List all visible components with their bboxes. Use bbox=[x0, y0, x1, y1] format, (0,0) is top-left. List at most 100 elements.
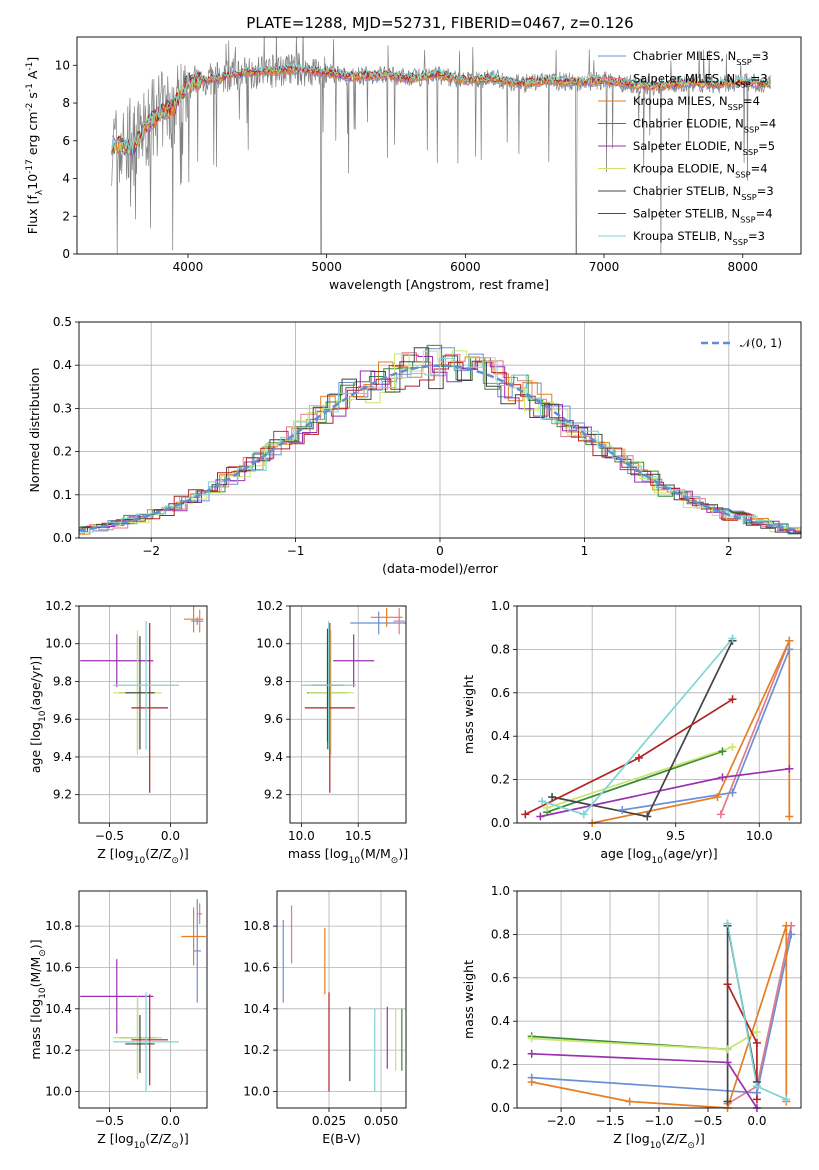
y-tick-label: 10.6 bbox=[243, 960, 270, 974]
panel-weight_vs_Z: −2.0 −1.5 −1.0 −0.5 0.0 0.0 0.2 0.4 0.6 0.8 1.0 Z [… bbox=[461, 884, 802, 1151]
x-axis-label: (data-model)/error bbox=[382, 561, 499, 576]
y-tick-label: 10.2 bbox=[45, 1043, 72, 1057]
weight-marker bbox=[716, 810, 725, 819]
weight-marker bbox=[782, 921, 791, 930]
legend-label-1: Salpeter MILES, NSSP=3 bbox=[633, 72, 768, 90]
weight-marker bbox=[548, 792, 557, 801]
y-tick-label: 0.4 bbox=[491, 1014, 510, 1028]
y-axis-label: mass weight bbox=[461, 960, 476, 1039]
x-tick-label: 0.0 bbox=[747, 1114, 766, 1128]
y-tick-label: 0.3 bbox=[53, 401, 72, 415]
x-tick-label: −0.5 bbox=[95, 829, 124, 843]
weight-line-4 bbox=[540, 767, 790, 818]
weight-marker bbox=[718, 747, 727, 756]
weight-marker bbox=[723, 1097, 732, 1106]
weight-marker bbox=[728, 634, 737, 643]
y-tick-label: 9.6 bbox=[264, 712, 283, 726]
weight-marker bbox=[785, 645, 794, 654]
weight-marker bbox=[723, 1045, 732, 1054]
x-tick-label: −1 bbox=[287, 544, 305, 558]
legend-label-6: Chabrier STELIB, NSSP=3 bbox=[633, 184, 774, 202]
weight-marker bbox=[785, 636, 794, 645]
weight-marker bbox=[643, 812, 652, 821]
y-tick-label: 1.0 bbox=[491, 884, 510, 898]
y-tick-label: 10.0 bbox=[45, 1084, 72, 1098]
plot-area bbox=[531, 923, 793, 1108]
y-tick-label: 0.0 bbox=[53, 531, 72, 545]
weight-marker bbox=[527, 1049, 536, 1058]
y-tick-label: 9.2 bbox=[53, 788, 72, 802]
weight-marker bbox=[785, 764, 794, 773]
y-tick-label: 9.8 bbox=[53, 674, 72, 688]
plot-area bbox=[80, 606, 204, 793]
y-tick-label: 10.8 bbox=[243, 919, 270, 933]
panel-age_vs_mass: 10.0 10.5 9.2 9.4 9.6 9.8 10.0 10.2 mass [log10(… bbox=[256, 599, 408, 866]
plot-area bbox=[301, 607, 406, 793]
y-tick-label: 4 bbox=[62, 172, 70, 186]
weight-marker bbox=[728, 743, 737, 752]
panel-weight_vs_age: 9.0 9.5 10.0 0.0 0.2 0.4 0.6 0.8 1.0 age [log10(a… bbox=[461, 599, 802, 866]
y-tick-label: 10 bbox=[55, 58, 70, 72]
legend-label-4: Salpeter ELODIE, NSSP=5 bbox=[633, 139, 775, 157]
weight-marker bbox=[787, 930, 796, 939]
y-tick-label: 10.4 bbox=[243, 1002, 270, 1016]
panel-spectrum: 4000 5000 6000 7000 8000 0 2 4 6 8 10 wavelength [A… bbox=[25, 36, 802, 292]
weight-marker bbox=[634, 753, 643, 762]
legend-label-8: Kroupa STELIB, NSSP=3 bbox=[633, 229, 765, 247]
y-tick-label: 9.4 bbox=[53, 750, 72, 764]
legend-label-0: Chabrier MILES, NSSP=3 bbox=[633, 49, 769, 67]
y-tick-label: 0.6 bbox=[491, 971, 510, 985]
x-tick-label: 0 bbox=[436, 544, 444, 558]
x-tick-label: 0.025 bbox=[312, 1114, 346, 1128]
x-tick-label: −2.0 bbox=[546, 1114, 575, 1128]
x-axis-label: Z [log10(Z/Z⊙)] bbox=[97, 846, 188, 866]
legend-label-gaussian: 𝒩(0, 1) bbox=[740, 336, 782, 350]
y-tick-label: 9.6 bbox=[53, 712, 72, 726]
weight-marker bbox=[728, 695, 737, 704]
histogram-5 bbox=[79, 350, 801, 533]
weight-line-6 bbox=[551, 640, 734, 818]
plot-area bbox=[80, 899, 206, 1092]
x-tick-label: 9.5 bbox=[666, 829, 685, 843]
x-tick-label: 6000 bbox=[450, 260, 481, 274]
histogram-8 bbox=[79, 357, 801, 533]
x-axis-label: E(B-V) bbox=[322, 1131, 361, 1146]
weight-marker bbox=[521, 810, 530, 819]
x-axis-label: mass [log10(M/M⊙)] bbox=[288, 846, 408, 866]
legend: 𝒩(0, 1) bbox=[701, 336, 782, 350]
axes-frame bbox=[78, 321, 802, 539]
x-axis-label: Z [log10(Z/Z⊙)] bbox=[613, 1131, 704, 1151]
weight-marker bbox=[728, 788, 737, 797]
y-tick-label: 10.8 bbox=[45, 919, 72, 933]
histogram-4 bbox=[79, 354, 801, 533]
x-tick-label: 2 bbox=[725, 544, 733, 558]
model-spectrum-8 bbox=[111, 62, 771, 154]
legend: Chabrier MILES, NSSP=3 Salpeter MILES, NS… bbox=[598, 49, 776, 247]
y-axis-label: mass [log10(M/M⊙)] bbox=[28, 939, 48, 1059]
weight-marker bbox=[718, 773, 727, 782]
x-tick-label: 8000 bbox=[727, 260, 758, 274]
weight-marker bbox=[752, 1082, 761, 1091]
weight-marker bbox=[713, 792, 722, 801]
weight-marker bbox=[527, 1077, 536, 1086]
legend-label-3: Chabrier ELODIE, NSSP=4 bbox=[633, 117, 776, 135]
weight-marker bbox=[538, 797, 547, 806]
weight-marker bbox=[723, 980, 732, 989]
y-tick-label: 0.8 bbox=[491, 927, 510, 941]
weight-line-0 bbox=[622, 649, 791, 811]
axes-frame bbox=[516, 890, 802, 1109]
legend-label-2: Kroupa MILES, NSSP=4 bbox=[633, 94, 760, 112]
plot-area bbox=[79, 344, 801, 535]
x-axis-label: age [log10(age/yr)] bbox=[600, 846, 717, 866]
x-tick-label: 10.5 bbox=[345, 829, 372, 843]
histogram-3 bbox=[79, 344, 801, 535]
axes-frame bbox=[78, 605, 208, 824]
weight-line-0 bbox=[531, 934, 793, 1094]
gridlines bbox=[290, 605, 406, 823]
weight-marker bbox=[579, 810, 588, 819]
weight-marker bbox=[536, 812, 545, 821]
y-tick-label: 0.0 bbox=[491, 1101, 510, 1115]
x-tick-label: 10.0 bbox=[288, 829, 315, 843]
